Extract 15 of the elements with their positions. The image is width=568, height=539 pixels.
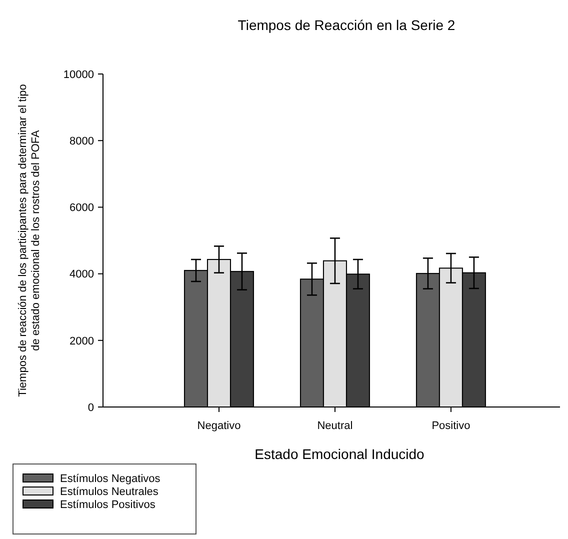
legend-label: Estímulos Positivos <box>60 498 156 511</box>
y-tick-label: 6000 <box>70 202 94 214</box>
y-tick-label: 4000 <box>70 268 94 281</box>
x-tick-label: Positivo <box>432 420 470 432</box>
x-axis-title: Estado Emocional Inducido <box>254 446 425 462</box>
y-tick-label: 2000 <box>70 335 94 348</box>
legend-label: Estímulos Neutrales <box>60 486 159 498</box>
chart-title: Tiempos de Reacción en la Serie 2 <box>238 17 456 33</box>
legend-label: Estímulos Negativos <box>60 472 161 485</box>
y-axis-title: Tiempos de reacción de los participantes para determinar el tipo de estado emocional de los rostros del POFA <box>17 84 42 397</box>
y-tick-label: 10000 <box>63 68 94 81</box>
y-tick-label: 8000 <box>70 135 94 148</box>
x-tick-label: Neutral <box>317 420 353 432</box>
y-tick-label: 0 <box>88 402 94 414</box>
x-tick-label: Negativo <box>197 420 241 432</box>
